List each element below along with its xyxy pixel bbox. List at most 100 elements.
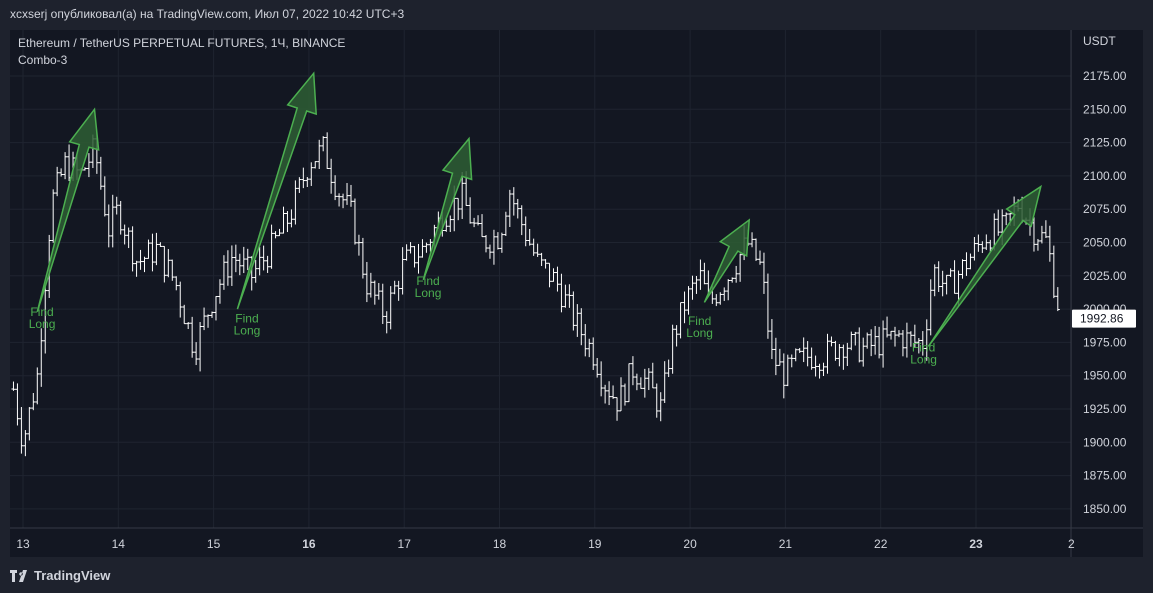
- ohlc-bar: [515, 198, 520, 219]
- ohlc-bar: [785, 354, 790, 387]
- ohlc-bar: [821, 362, 826, 377]
- price-tick-label: 2050.00: [1083, 236, 1127, 250]
- ohlc-bar: [714, 294, 719, 307]
- ohlc-bar: [241, 246, 246, 274]
- last-price-tag: [1072, 309, 1136, 328]
- price-chart[interactable]: Find Long Find Long Find Long Find Long Find Long…: [10, 30, 1143, 557]
- ohlc-bar: [575, 304, 580, 337]
- ohlc-bar: [567, 284, 572, 308]
- ohlc-bar: [106, 204, 111, 248]
- ohlc-bar: [615, 397, 620, 421]
- ohlc-bar: [420, 239, 425, 258]
- time-tick-label: 18: [493, 537, 507, 551]
- ohlc-bar: [889, 330, 894, 340]
- brand-footer[interactable]: TradingView: [10, 568, 110, 583]
- ohlc-bar: [460, 172, 465, 219]
- ohlc-bar: [944, 274, 949, 295]
- ohlc-bar: [59, 168, 64, 177]
- ohlc-bar: [483, 234, 488, 253]
- ohlc-bar: [563, 284, 568, 308]
- ohlc-bar: [674, 325, 679, 347]
- time-tick-label: 13: [16, 537, 30, 551]
- ohlc-bar: [1051, 245, 1056, 299]
- ohlc-bar: [364, 261, 369, 303]
- ohlc-bar: [650, 362, 655, 389]
- ohlc-bar: [789, 354, 794, 368]
- ohlc-bar: [773, 337, 778, 376]
- ohlc-bar: [487, 244, 492, 259]
- ohlc-bar: [757, 250, 762, 265]
- ohlc-bar: [400, 247, 405, 295]
- ohlc-bar: [626, 363, 631, 403]
- time-tick-label: 22: [874, 537, 888, 551]
- chart-panel[interactable]: Find Long Find Long Find Long Find Long Find Long…: [10, 30, 1143, 557]
- find-long-label: Find Long: [29, 305, 56, 331]
- ohlc-bar: [619, 377, 624, 412]
- ohlc-bar: [309, 162, 314, 186]
- ohlc-bar: [138, 249, 143, 270]
- ohlc-bar: [559, 273, 564, 313]
- ohlc-bar: [265, 255, 270, 273]
- ohlc-bar: [305, 177, 310, 188]
- ohlc-bar: [476, 215, 481, 226]
- price-tick-label: 2150.00: [1083, 102, 1127, 116]
- ohlc-bar: [51, 189, 56, 243]
- ohlc-bar: [877, 326, 882, 359]
- ohlc-bar: [352, 198, 357, 245]
- ohlc-bar: [333, 175, 338, 201]
- ohlc-bar: [1004, 212, 1009, 226]
- ohlc-bar: [928, 279, 933, 336]
- signal-arrow: [36, 107, 100, 313]
- ohlc-bar: [225, 250, 230, 286]
- ohlc-bar: [360, 237, 365, 279]
- time-tick-label: 23: [969, 537, 983, 551]
- ohlc-bar: [114, 196, 119, 215]
- ohlc-bar: [456, 197, 461, 221]
- signal-arrow: [927, 184, 1042, 347]
- signal-arrow: [236, 71, 318, 310]
- ohlc-bar: [547, 262, 552, 288]
- signal-arrow: [422, 136, 473, 281]
- time-tick-label: 19: [588, 537, 602, 551]
- ohlc-bar: [182, 304, 187, 325]
- ohlc-bar: [122, 224, 127, 245]
- price-tick-label: 2100.00: [1083, 169, 1127, 183]
- ohlc-bar: [607, 381, 612, 406]
- ohlc-bar: [968, 253, 973, 270]
- ohlc-bar: [726, 279, 731, 301]
- ohlc-bar: [754, 238, 759, 261]
- ohlc-bar: [730, 277, 735, 283]
- ohlc-bar: [273, 231, 278, 239]
- ohlc-bar: [511, 187, 516, 216]
- ohlc-bar: [952, 260, 957, 294]
- ohlc-bar: [130, 226, 135, 272]
- ohlc-bar: [166, 249, 171, 278]
- ohlc-bar: [817, 363, 822, 379]
- ohlc-bar: [555, 266, 560, 292]
- publish-header: xcxserj опубликовал(а) на TradingView.co…: [10, 7, 405, 21]
- ohlc-bar: [904, 322, 909, 358]
- ohlc-bar: [769, 319, 774, 360]
- ohlc-bar: [27, 407, 32, 441]
- ohlc-bar: [35, 367, 40, 405]
- ohlc-bar: [404, 244, 409, 261]
- ohlc-bar: [829, 336, 834, 347]
- ohlc-bar: [690, 275, 695, 300]
- ohlc-bar: [19, 407, 24, 454]
- symbol-title: Ethereum / TetherUS PERPETUAL FUTURES, 1…: [18, 36, 346, 50]
- price-tick-label: 1950.00: [1083, 369, 1127, 383]
- ohlc-bar: [984, 234, 989, 250]
- ohlc-bar: [1043, 220, 1048, 239]
- ohlc-bar: [1039, 225, 1044, 244]
- grid-lines: [10, 30, 1072, 528]
- ohlc-bar: [912, 324, 917, 348]
- ohlc-bar: [630, 356, 635, 386]
- ohlc-bar: [269, 224, 274, 269]
- ohlc-bar: [809, 347, 814, 370]
- ohlc-bar: [98, 156, 103, 190]
- ohlc-bar: [595, 357, 600, 378]
- ohlc-bar: [491, 229, 496, 265]
- ohlc-bar: [428, 239, 433, 252]
- ohlc-bar: [221, 255, 226, 290]
- price-tick-label: 1900.00: [1083, 435, 1127, 449]
